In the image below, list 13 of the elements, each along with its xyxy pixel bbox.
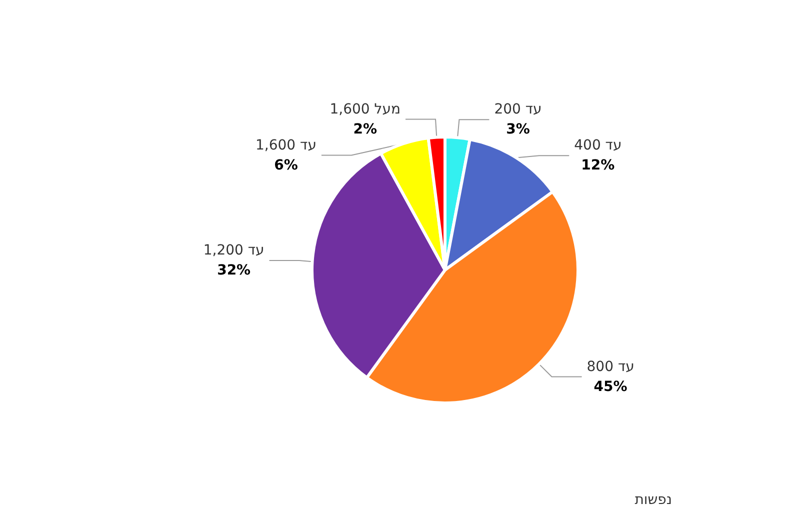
slice-label: עד 400 [574,138,622,154]
slice-label: עד 1,600 [255,137,316,154]
data-label: 2% [353,121,378,138]
data-label: 12% [581,158,615,174]
data-label: 6% [274,157,298,174]
data-label: 32% [217,262,251,279]
text: נפשות [634,492,672,508]
slice-label: עד 200 [494,102,542,118]
slice-label: עד 1,200 [203,242,264,259]
slice-label: עד 800 [586,358,634,375]
data-label: 3% [506,122,530,138]
slice-label: מעל 1,600 [330,101,401,118]
data-label: 45% [594,378,628,395]
